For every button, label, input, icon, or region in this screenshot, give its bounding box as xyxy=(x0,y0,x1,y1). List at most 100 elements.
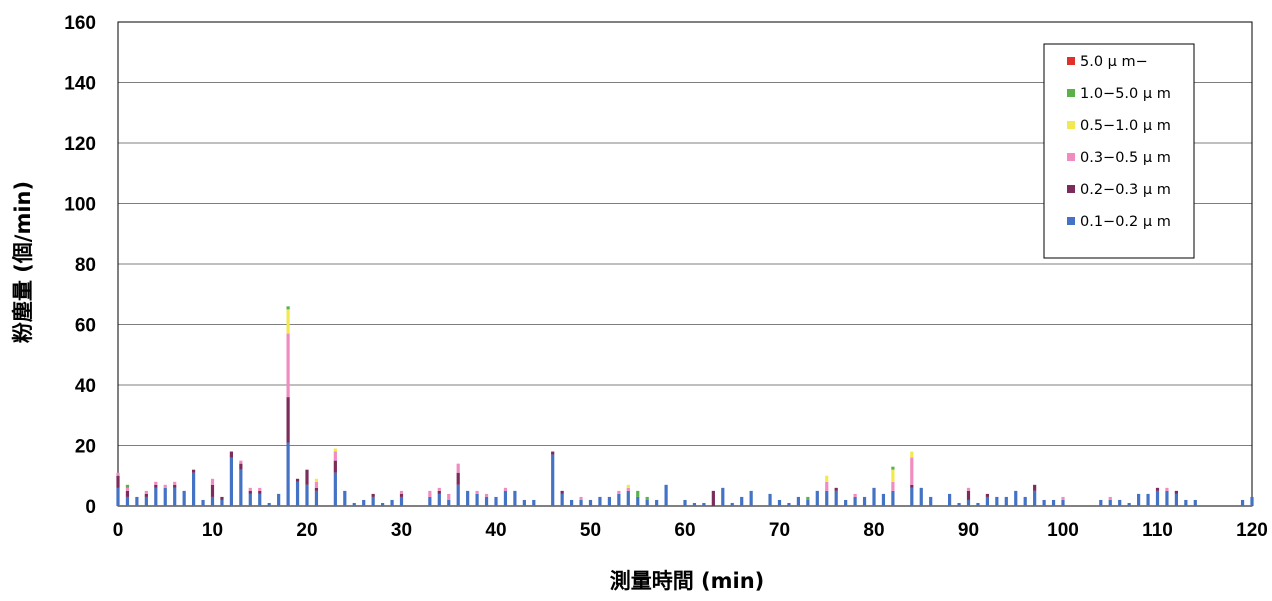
bar-segment xyxy=(456,472,460,485)
bar-stack xyxy=(579,496,583,506)
bar-segment xyxy=(437,490,441,494)
bar-segment xyxy=(154,484,158,488)
bar-segment xyxy=(806,499,810,506)
bar-segment xyxy=(1023,496,1027,506)
bar-segment xyxy=(210,478,215,485)
bar-segment xyxy=(428,490,432,497)
bar-segment xyxy=(570,499,574,506)
bar-segment xyxy=(891,469,895,482)
x-tick-label: 50 xyxy=(580,520,601,541)
bar-segment xyxy=(116,487,120,506)
bar-segment xyxy=(617,493,621,506)
bar-stack xyxy=(1108,496,1112,506)
legend: 5.0 μ m− 1.0−5.0 μ m 0.5−1.0 μ m 0.3−0.5 μ … xyxy=(1043,43,1195,259)
bar-stack xyxy=(777,499,782,506)
bar-segment xyxy=(1165,487,1169,491)
bar-segment xyxy=(966,490,971,500)
bar-stack xyxy=(957,502,961,506)
bar-segment xyxy=(560,490,564,494)
bar-stack xyxy=(966,487,971,506)
bar-segment xyxy=(957,502,961,506)
bar-stack xyxy=(144,490,148,506)
bar-segment xyxy=(333,451,337,461)
bar-segment xyxy=(475,493,479,506)
legend-item: 0.2−0.3 μ m xyxy=(1067,182,1171,198)
bar-segment xyxy=(295,478,300,482)
bar-segment xyxy=(144,493,148,497)
bar-segment xyxy=(116,475,120,488)
bar-stack xyxy=(1240,499,1245,506)
bar-stack xyxy=(636,490,640,506)
bar-segment xyxy=(853,493,857,497)
bar-segment xyxy=(192,472,196,506)
bar-segment xyxy=(948,493,952,506)
bar-segment xyxy=(286,397,290,443)
bar-segment xyxy=(692,502,697,506)
bar-segment xyxy=(286,442,290,506)
bar-segment xyxy=(891,466,895,470)
bar-segment xyxy=(560,493,564,506)
bar-segment xyxy=(333,448,337,452)
bar-stack xyxy=(853,493,857,506)
bar-stack xyxy=(551,451,555,506)
bar-stack xyxy=(985,493,989,506)
bar-segment xyxy=(1108,499,1112,506)
bar-segment xyxy=(381,502,385,506)
bar-stack xyxy=(872,487,876,506)
bar-stack xyxy=(683,499,687,506)
bar-segment xyxy=(314,487,319,491)
bar-stack xyxy=(163,484,167,506)
bar-segment xyxy=(210,484,215,497)
bar-segment xyxy=(125,487,130,491)
bar-segment xyxy=(551,451,555,455)
bar-segment xyxy=(314,481,319,488)
bar-segment xyxy=(1033,490,1037,506)
bar-stack xyxy=(513,490,517,506)
bar-segment xyxy=(645,499,649,506)
bar-segment xyxy=(182,490,186,506)
legend-swatch xyxy=(1067,57,1075,65)
bar-stack xyxy=(1137,493,1141,506)
bar-segment xyxy=(919,487,923,506)
x-tick-label: 60 xyxy=(674,520,695,541)
bar-segment xyxy=(333,472,337,506)
bar-stack xyxy=(1042,499,1046,506)
bar-stack xyxy=(740,496,744,506)
bar-stack xyxy=(362,499,366,506)
bar-segment xyxy=(1146,493,1150,506)
bar-segment xyxy=(598,496,602,506)
bar-segment xyxy=(834,490,838,506)
bar-segment xyxy=(702,502,706,506)
bar-stack xyxy=(390,499,394,506)
bar-segment xyxy=(494,496,498,506)
bar-segment xyxy=(163,487,167,506)
bar-segment xyxy=(976,502,980,506)
bar-segment xyxy=(513,490,517,506)
bar-stack xyxy=(976,502,980,506)
bar-segment xyxy=(626,487,630,491)
bar-segment xyxy=(891,481,895,491)
bar-stack xyxy=(702,502,706,506)
bar-segment xyxy=(135,496,139,506)
bar-stack xyxy=(598,496,602,506)
y-tick-label: 40 xyxy=(75,376,96,397)
bar-segment xyxy=(551,454,555,506)
bar-stack xyxy=(768,493,772,506)
bar-stack xyxy=(796,496,800,506)
bar-segment xyxy=(825,481,829,491)
bar-stack xyxy=(1033,484,1037,506)
bar-segment xyxy=(390,499,394,506)
legend-label: 0.3−0.5 μ m xyxy=(1080,150,1171,166)
bar-stack xyxy=(116,472,120,506)
y-axis-title: 粉塵量 (個/min) xyxy=(11,181,35,343)
bar-segment xyxy=(154,487,158,506)
bar-stack xyxy=(522,499,526,506)
legend-item: 0.1−0.2 μ m xyxy=(1067,214,1171,230)
legend-label: 0.1−0.2 μ m xyxy=(1080,214,1171,230)
legend-swatch xyxy=(1067,153,1075,161)
bar-segment xyxy=(815,490,819,506)
bar-segment xyxy=(1155,487,1160,491)
bar-segment xyxy=(437,487,441,491)
bar-segment xyxy=(286,309,290,334)
